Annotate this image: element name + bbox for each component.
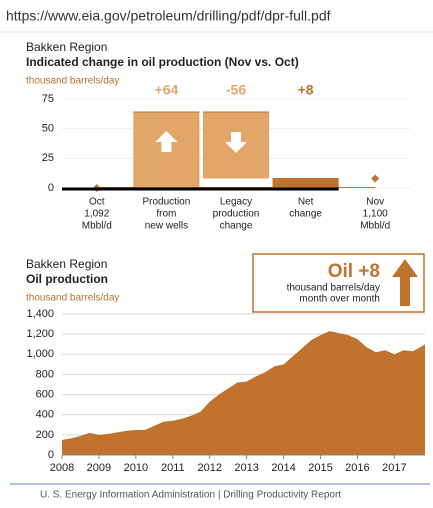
y-tick-label: 50 — [42, 123, 54, 135]
chart-title: Bakken Region — [26, 40, 107, 54]
value-label: +64 — [155, 82, 179, 98]
y-axis-label: thousand barrels/day — [26, 76, 119, 87]
value-label: -56 — [226, 82, 246, 98]
y-axis-label: thousand barrels/day — [26, 293, 119, 304]
y-tick-label: 1,000 — [26, 348, 54, 360]
x-tick-label: 2015 — [308, 462, 332, 474]
x-tick-label: new wells — [145, 221, 188, 232]
annotation-line: thousand barrels/day — [287, 283, 380, 294]
x-tick-label: 1,100 — [363, 209, 388, 220]
x-tick-label: Production — [142, 197, 190, 208]
address-bar — [0, 0, 433, 32]
url[interactable]: https://www.eia.gov/petroleum/drilling/p… — [6, 8, 331, 24]
x-tick-label: change — [220, 221, 253, 232]
y-tick-label: 600 — [36, 388, 54, 400]
area — [62, 331, 425, 455]
y-tick-label: 0 — [48, 182, 54, 194]
x-tick-label: Mbbl/d — [360, 221, 390, 232]
x-tick-label: 1,092 — [84, 209, 109, 220]
annotation-box — [252, 253, 425, 313]
x-tick-label: Mbbl/d — [82, 221, 112, 232]
x-tick-label: Oct — [89, 197, 105, 208]
x-tick-label: Legacy — [220, 197, 252, 208]
x-tick-label: 2008 — [50, 462, 74, 474]
annotation-title: Oil +8 — [328, 261, 380, 282]
footer: U. S. Energy Information Administration … — [40, 490, 341, 501]
y-tick-label: 75 — [42, 93, 54, 105]
chart-subtitle: Indicated change in oil production (Nov … — [26, 55, 299, 69]
y-tick-label: 800 — [36, 368, 54, 380]
annotation-arrow — [392, 259, 418, 306]
x-tick-label: 2013 — [234, 462, 258, 474]
y-tick-label: 0 — [48, 449, 54, 461]
x-tick-label: 2011 — [161, 462, 185, 474]
x-tick-label: Net — [298, 197, 314, 208]
x-tick-label: Nov — [366, 197, 384, 208]
arrow-icon — [225, 132, 247, 154]
x-tick-label: 2012 — [197, 462, 221, 474]
y-tick-label: 400 — [36, 409, 54, 421]
bar — [272, 178, 339, 188]
y-tick-label: 200 — [36, 429, 54, 441]
x-tick-label: 2016 — [345, 462, 369, 474]
x-tick-label: from — [156, 209, 176, 220]
chart-subtitle: Oil production — [26, 272, 108, 286]
x-tick-label: production — [213, 209, 260, 220]
y-tick-label: 25 — [42, 152, 54, 164]
x-tick-label: 2017 — [382, 462, 406, 474]
x-tick-label: 2010 — [124, 462, 148, 474]
value-label: +8 — [298, 82, 314, 98]
chart-title: Bakken Region — [26, 257, 107, 271]
x-tick-label: 2014 — [271, 462, 295, 474]
arrow-icon — [155, 131, 178, 153]
y-tick-label: 1,200 — [26, 328, 54, 340]
x-tick-label: 2009 — [87, 462, 111, 474]
marker — [371, 174, 380, 183]
annotation-line: month over month — [299, 294, 380, 305]
y-tick-label: 1,400 — [26, 308, 54, 320]
x-tick-label: change — [289, 209, 322, 220]
